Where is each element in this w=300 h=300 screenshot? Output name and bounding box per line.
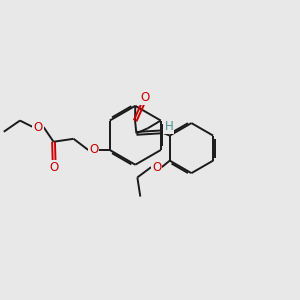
Text: O: O — [89, 143, 98, 157]
Text: O: O — [50, 161, 59, 174]
Text: O: O — [34, 121, 43, 134]
Text: O: O — [152, 160, 161, 174]
Text: O: O — [140, 91, 149, 104]
Text: H: H — [164, 120, 173, 133]
